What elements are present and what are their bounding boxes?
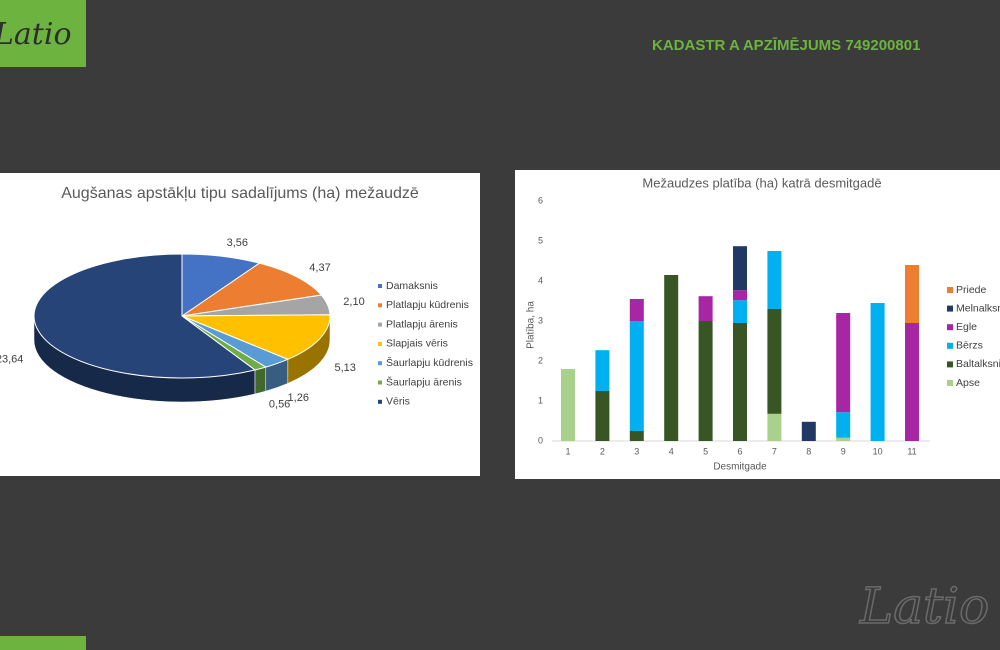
legend-label: Egle: [956, 321, 977, 333]
legend-marker: [378, 303, 382, 308]
legend-label: Šaurlapju ārenis: [386, 375, 462, 388]
bar-segment: [905, 265, 919, 323]
x-tick-label: 5: [703, 446, 708, 456]
bar-segment: [664, 275, 679, 441]
bar-segment: [836, 412, 851, 438]
pie-slice: [181, 314, 331, 360]
logo: Latio: [0, 17, 72, 52]
bar-segment: [733, 300, 747, 323]
bar-segment: [629, 321, 644, 431]
legend-marker: [947, 342, 953, 349]
bar-segment: [595, 350, 610, 391]
y-tick-label: 5: [538, 235, 543, 245]
data-label: 3,56: [227, 237, 248, 249]
legend-marker: [378, 341, 382, 346]
legend-label: Baltalksnis: [956, 358, 1000, 370]
legend-label: Bērzs: [956, 340, 983, 352]
legend-label: Apse: [956, 377, 980, 389]
legend-marker: [378, 361, 382, 366]
data-label: 5,13: [334, 362, 355, 374]
bar-segment: [561, 369, 575, 441]
legend-marker: [947, 361, 953, 368]
y-tick-label: 4: [538, 275, 543, 285]
legend-marker: [378, 322, 382, 327]
y-tick-label: 0: [538, 435, 543, 445]
bar-segment: [836, 437, 851, 441]
bar-segment: [629, 431, 644, 441]
bar-segment: [733, 246, 747, 291]
logo-box: [0, 0, 86, 67]
y-tick-label: 3: [538, 315, 543, 325]
legend-marker: [947, 324, 953, 331]
x-tick-label: 1: [565, 446, 570, 456]
x-tick-label: 3: [634, 446, 639, 456]
x-tick-label: 4: [669, 446, 674, 456]
legend-label: Slapjais vēris: [386, 338, 448, 350]
legend-label: Damaksnis: [386, 280, 438, 292]
bar-segment: [767, 251, 782, 309]
x-tick-label: 2: [600, 446, 605, 456]
data-label: 4,37: [309, 262, 330, 274]
x-tick-label: 6: [737, 446, 742, 456]
legend-label: Vēris: [386, 396, 410, 408]
legend-marker: [378, 399, 382, 404]
bar-segment: [767, 309, 782, 414]
legend-marker: [947, 305, 953, 312]
legend-marker: [378, 380, 382, 385]
bar-segment: [870, 303, 885, 441]
legend-marker: [947, 287, 953, 293]
bar-segment: [698, 296, 713, 321]
bar-panel: [515, 170, 1000, 479]
legend-label: Platlapju kūdrenis: [386, 299, 469, 311]
x-tick-label: 7: [772, 446, 777, 456]
legend-marker: [947, 380, 953, 386]
y-tick-label: 6: [538, 195, 543, 205]
legend-label: Šaurlapju kūdrenis: [386, 356, 473, 369]
y-axis-label: Platība, ha: [526, 301, 537, 349]
x-tick-label: 11: [907, 446, 916, 456]
data-label: 1,26: [288, 392, 309, 404]
pie-slice: [33, 253, 257, 379]
bar-segment: [905, 323, 919, 441]
bar-segment: [767, 413, 782, 441]
y-tick-label: 1: [538, 395, 543, 405]
x-tick-label: 10: [873, 446, 883, 456]
x-axis-label: Desmitgade: [713, 462, 767, 473]
x-tick-label: 9: [841, 446, 846, 456]
pie-slice: [181, 262, 323, 317]
footer-logo: Latio: [859, 577, 989, 635]
y-tick-label: 2: [538, 355, 543, 365]
legend-label: Platlapju ārenis: [386, 318, 458, 330]
slide-title: KADASTR A APZĪMĒJUMS 749200801: [652, 37, 920, 54]
legend-label: Priede: [956, 284, 987, 296]
data-label: 2,10: [343, 296, 364, 308]
data-label: 23,64: [0, 353, 23, 365]
bar-title: Mežaudzes platība (ha) katrā desmitgadē: [642, 175, 881, 190]
x-tick-label: 8: [806, 446, 811, 456]
pie-slice: [181, 253, 261, 317]
pie-title: Augšanas apstākļu tipu sadalījums (ha) m…: [61, 185, 419, 202]
bar-segment: [595, 391, 610, 441]
bar-segment: [629, 299, 644, 321]
pie-slice-side: [254, 366, 267, 395]
bar-segment: [733, 323, 747, 441]
data-label: 0,56: [269, 398, 290, 410]
legend-marker: [378, 284, 382, 288]
footer-bar: [0, 636, 86, 650]
legend-label: Melnalksnis: [956, 302, 1000, 314]
bar-segment: [836, 313, 851, 413]
bar-segment: [733, 290, 747, 301]
bar-segment: [801, 421, 816, 441]
bar-segment: [698, 321, 713, 441]
